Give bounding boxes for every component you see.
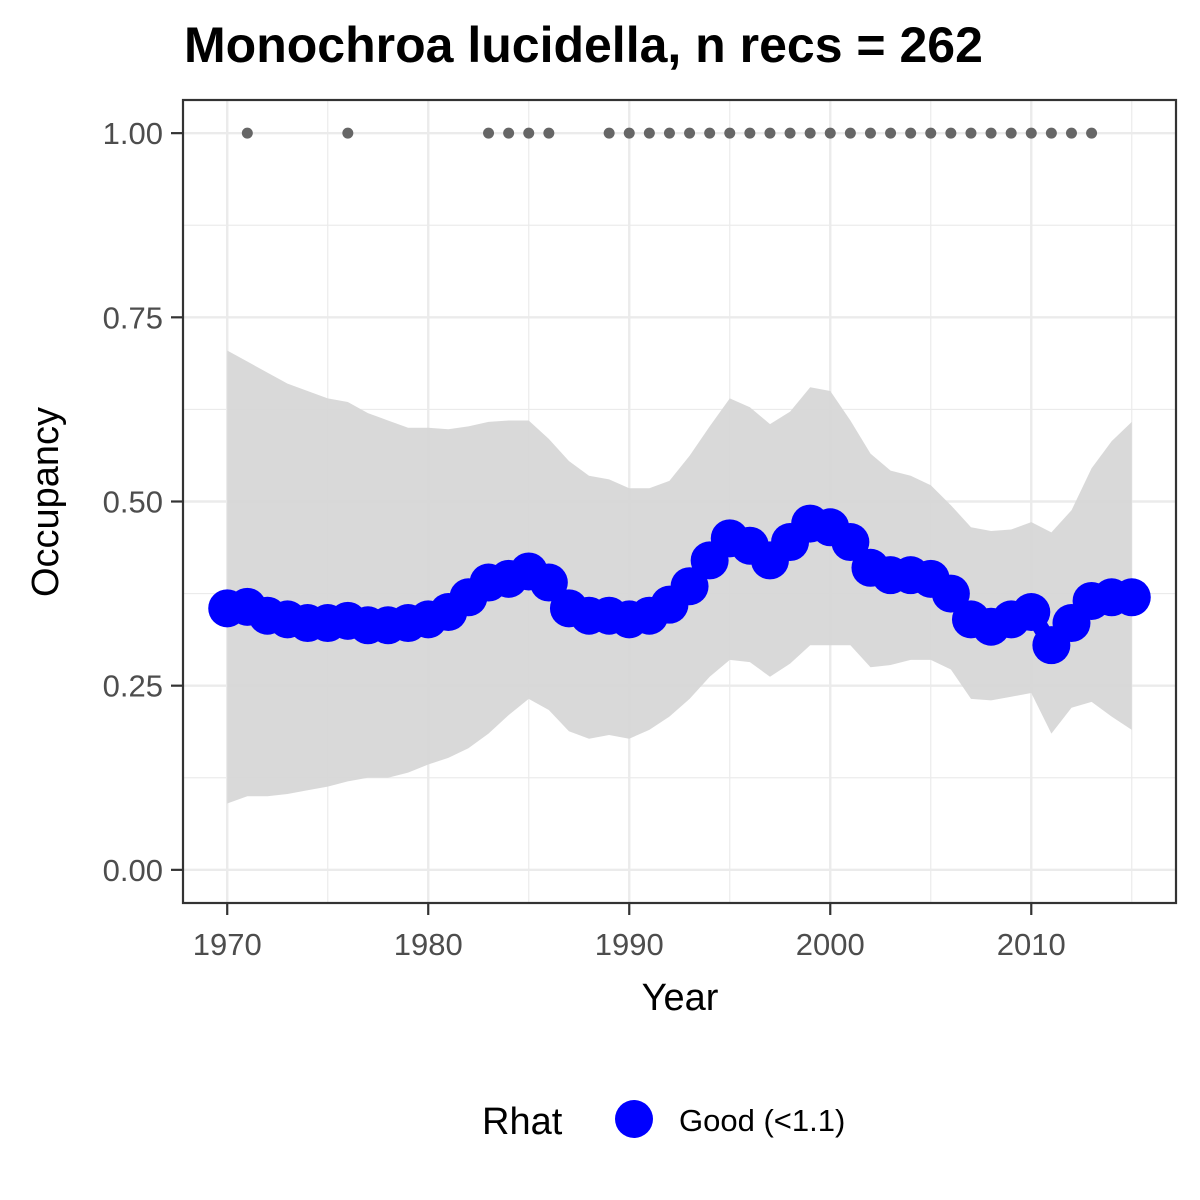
record-point	[241, 127, 253, 139]
record-point	[623, 127, 635, 139]
y-axis-title: Occupancy	[25, 407, 67, 597]
x-tick-label: 1980	[394, 927, 463, 962]
record-point	[844, 127, 856, 139]
series-point	[529, 563, 568, 602]
y-tick-label: 0.00	[103, 853, 163, 888]
record-point	[483, 127, 495, 139]
record-point	[985, 127, 997, 139]
record-point	[704, 127, 716, 139]
record-point	[724, 127, 736, 139]
legend: Rhat Good (<1.1)	[482, 1100, 845, 1143]
x-axis-title: Year	[642, 977, 719, 1019]
record-point	[965, 127, 977, 139]
record-point	[1086, 127, 1098, 139]
series-point	[931, 574, 970, 613]
legend-key-good	[615, 1100, 653, 1138]
record-point	[784, 127, 796, 139]
x-tick-label: 1970	[193, 927, 262, 962]
record-point	[1065, 127, 1077, 139]
series-point	[1012, 593, 1051, 632]
y-tick-label: 1.00	[103, 116, 163, 151]
record-points	[241, 127, 1098, 139]
record-point	[663, 127, 675, 139]
record-point	[543, 127, 555, 139]
y-tick-label: 0.25	[103, 669, 163, 704]
legend-label-good: Good (<1.1)	[679, 1103, 845, 1138]
occupancy-series	[208, 504, 1151, 665]
x-tick-label: 2010	[997, 927, 1066, 962]
record-point	[885, 127, 897, 139]
record-point	[744, 127, 756, 139]
record-point	[1045, 127, 1057, 139]
x-tick-label: 2000	[796, 927, 865, 962]
x-tick-label: 1990	[595, 927, 664, 962]
record-point	[905, 127, 917, 139]
record-point	[945, 127, 957, 139]
series-point	[670, 567, 709, 606]
record-point	[342, 127, 354, 139]
record-point	[764, 127, 776, 139]
series-point	[1112, 578, 1151, 617]
y-tick-label: 0.75	[103, 300, 163, 335]
chart-title: Monochroa lucidella, n recs = 262	[184, 17, 983, 73]
record-point	[824, 127, 836, 139]
record-point	[925, 127, 937, 139]
legend-title: Rhat	[482, 1101, 563, 1143]
axes: 1970 1980 1990 2000 2010 0.00 0.25 0.50 0.75 1.00	[103, 116, 1066, 962]
record-point	[864, 127, 876, 139]
record-point	[523, 127, 535, 139]
record-point	[804, 127, 816, 139]
record-point	[603, 127, 615, 139]
y-tick-label: 0.50	[103, 485, 163, 520]
record-point	[1005, 127, 1017, 139]
record-point	[503, 127, 515, 139]
record-point	[643, 127, 655, 139]
series-point	[831, 523, 870, 562]
record-point	[684, 127, 696, 139]
record-point	[1025, 127, 1037, 139]
